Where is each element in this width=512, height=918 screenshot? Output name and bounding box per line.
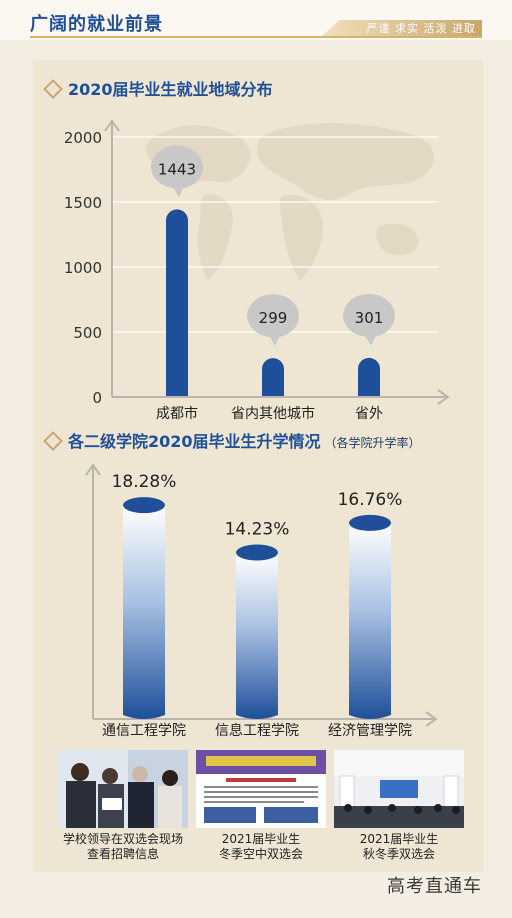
cylinder-body-1 [123,505,165,719]
slogan-banner: 严谨 求实 活泼 进取 [320,20,482,38]
people-photo-icon [58,750,188,828]
chart1-x-axis: 成都市 省内其他城市 省外 [156,405,383,422]
photo-caption-1: 学校领导在双选会现场 查看招聘信息 [53,832,193,862]
x-category-label: 省外 [355,406,383,422]
chart2-x-axis: 通信工程学院 信息工程学院 经济管理学院 [102,722,412,739]
caption-line: 秋冬季双选会 [362,847,435,861]
chart1-bars [166,209,380,397]
chart1-y-axis: 0 500 1000 1500 2000 [64,129,102,407]
data-label: 16.76% [338,490,403,510]
y-tick-label: 1000 [64,259,102,277]
caption-line: 学校领导在双选会现场 [62,832,183,846]
cylinder-top-3 [349,514,391,531]
cylinder-body-2 [236,552,278,719]
cylinder-top-2 [236,544,278,561]
chart2-subtitle: （各学院升学率） [324,436,421,450]
x-category-label: 经济管理学院 [328,723,412,739]
venue-photo-icon [334,750,464,828]
caption-line: 冬季空中双选会 [218,847,303,861]
data-label: 301 [355,309,384,327]
photo-strip: 学校领导在双选会现场 查看招聘信息 2021届毕业生 冬季空中双选会 [58,750,464,870]
y-axis-arrow [104,119,120,132]
chart1-data-labels: 1443 299 301 [151,145,395,347]
data-label: 1443 [158,160,196,178]
chart1-axes [104,119,450,405]
x-category-label: 成都市 [156,405,198,422]
diamond-icon [43,78,63,99]
cylinder-top-1 [123,497,165,514]
caption-line: 查看招聘信息 [86,847,159,861]
further-study-chart: 18.28% 14.23% 16.76% 通信工程学院 信息工程学院 经济管理学院 [85,463,438,739]
page-title: 广阔的就业前景 [30,14,163,35]
data-label: 299 [259,309,288,327]
data-label: 14.23% [225,520,290,540]
y-tick-label: 0 [92,389,102,407]
bar-3 [358,357,380,397]
bar-2 [262,358,284,397]
diamond-icon [43,430,63,451]
chart2-title: 各二级学院2020届毕业生升学情况 [68,432,321,451]
y-tick-label: 500 [73,324,102,342]
section2-title-region: 各二级学院2020届毕业生升学情况 （各学院升学率） [43,428,421,452]
chart2-bars [123,497,391,719]
webpage-screenshot-icon [196,750,326,828]
content-panel [33,60,483,872]
bar-1 [166,209,188,397]
header-divider [30,36,482,38]
data-label: 18.28% [112,472,177,492]
x-category-label: 省内其他城市 [231,405,315,422]
y-tick-label: 1500 [64,194,102,212]
cylinder-body-3 [349,522,391,719]
photo-caption-2: 2021届毕业生 冬季空中双选会 [191,832,331,862]
x-category-label: 信息工程学院 [215,722,299,739]
data-label-bubble [247,294,299,347]
data-label-bubble [343,293,395,346]
page-header: 广阔的就业前景 严谨 求实 活泼 进取 [0,0,512,40]
y-axis-arrow [85,463,101,476]
x-axis-arrow [425,711,438,727]
watermark-text: 高考直通车 [387,876,482,897]
caption-line: 2021届毕业生 [221,832,301,846]
chart2-axes [85,463,438,727]
x-category-label: 通信工程学院 [102,723,186,739]
chart1-title: 2020届毕业生就业地域分布 [68,80,273,99]
y-tick-label: 2000 [64,129,102,147]
x-axis-arrow [437,389,450,405]
employment-region-chart: 0 500 1000 1500 2000 1443 299 301 成都市 省内其他城市 省外 [64,119,450,422]
photo-caption-3: 2021届毕业生 秋冬季双选会 [329,832,469,862]
caption-line: 2021届毕业生 [359,832,439,846]
data-label-bubble [151,145,203,198]
chart2-data-labels: 18.28% 14.23% 16.76% [112,472,403,539]
section-title-region: 2020届毕业生就业地域分布 [43,76,273,100]
